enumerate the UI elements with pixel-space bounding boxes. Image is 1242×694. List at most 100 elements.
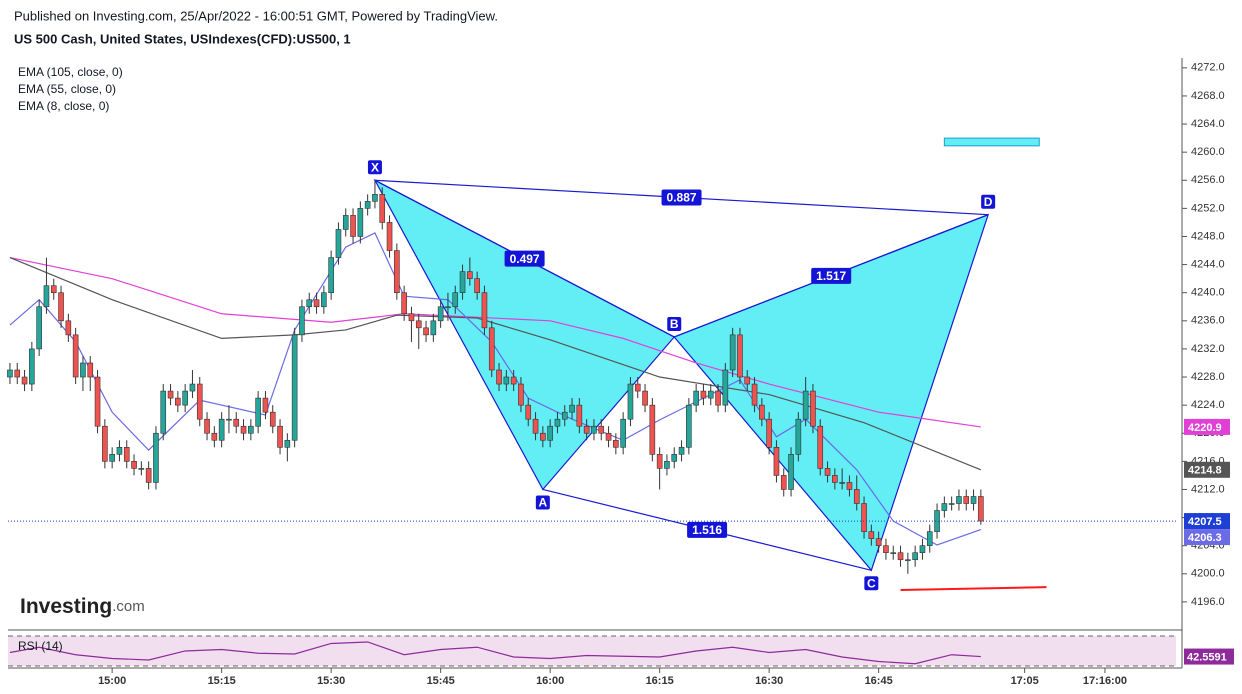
candle-body (583, 425, 590, 434)
candle-body (102, 425, 108, 462)
y-tick-label: 4244.0 (1191, 259, 1225, 271)
x-tick-label: 17:05 (1011, 675, 1039, 687)
logo-brand: Investing (20, 595, 112, 618)
candle-body (941, 503, 948, 511)
price-badge (1184, 513, 1230, 530)
candle-body (65, 320, 72, 336)
y-tick-label: 4212.0 (1191, 483, 1225, 495)
candle-body (145, 468, 152, 483)
candle-body (182, 390, 188, 406)
legend-entry: EMA (105, close, 0) (18, 65, 123, 79)
candle-body (72, 334, 79, 378)
y-tick-label: 4268.0 (1191, 90, 1225, 102)
candle-body (160, 390, 167, 434)
candle-body (795, 418, 802, 455)
price-badge (1184, 529, 1230, 546)
candle-body (328, 257, 334, 294)
price-badge-label: 4207.5 (1188, 516, 1222, 528)
candle-body (269, 411, 276, 427)
candle-body (890, 552, 897, 555)
y-tick-label: 4260.0 (1191, 146, 1225, 158)
candle-body (80, 362, 86, 378)
candle-body (379, 194, 386, 223)
candle-body (868, 531, 875, 539)
rsi-band (8, 635, 1176, 666)
candle-body (759, 404, 765, 420)
pattern-point-box (535, 495, 550, 510)
logo-suffix: .com (112, 598, 145, 615)
candle-body (832, 475, 838, 483)
candle-body (510, 376, 517, 385)
candle-body (467, 271, 473, 279)
symbol-title: US 500 Cash, United States, USIndexes(CF… (14, 31, 351, 46)
candle-body (605, 432, 612, 441)
rsi-line (9, 641, 981, 665)
candle-body (138, 468, 145, 470)
candle-body (817, 425, 824, 469)
ratio-box (811, 267, 852, 284)
candle-body (883, 545, 889, 554)
candle-body (737, 334, 743, 378)
candle-body (306, 299, 313, 308)
candle-body (547, 425, 553, 441)
candle-body (488, 327, 495, 371)
y-tick-label: 4252.0 (1191, 202, 1225, 214)
candle-body (401, 292, 407, 315)
candle-body (715, 390, 721, 406)
candle-body (364, 201, 371, 209)
price-badge-label: 4214.8 (1188, 465, 1222, 477)
candle-body (707, 390, 714, 399)
candle-body (313, 299, 320, 308)
candle-body (540, 432, 546, 441)
ratio-box (687, 521, 728, 538)
candle-body (561, 411, 568, 420)
candle-body (58, 292, 64, 322)
candle-body (729, 334, 736, 371)
candle-body (948, 503, 955, 505)
candle-body (693, 390, 699, 406)
candle-body (7, 369, 13, 378)
price-badge-label: 4220.9 (1188, 422, 1222, 434)
candle-body (861, 503, 867, 532)
support-line (900, 586, 1047, 591)
candle-body (620, 418, 626, 448)
candle-body (226, 418, 232, 421)
candle-body (153, 432, 159, 483)
target-zone (943, 137, 1040, 147)
candle-body (175, 397, 181, 406)
ratio-label: 1.517 (816, 269, 846, 283)
candle-body (204, 418, 210, 434)
candle-body (613, 439, 619, 448)
candle-body (29, 348, 35, 385)
candle-body (656, 454, 663, 469)
candle-body (233, 418, 240, 427)
ratio-label: 0.497 (510, 252, 540, 266)
candle-body (189, 383, 196, 392)
candle-body (532, 418, 539, 434)
candle-body (766, 418, 772, 448)
candle-body (802, 390, 809, 420)
legend-entry: EMA (55, close, 0) (18, 82, 116, 96)
logo: Investing.com (20, 595, 145, 618)
candle-body (415, 320, 422, 329)
candle-body (437, 306, 444, 322)
price-badge-label: 4206.3 (1188, 532, 1222, 544)
y-tick-label: 4236.0 (1191, 315, 1225, 327)
candle-body (503, 376, 510, 385)
candle-body (408, 313, 415, 322)
x-tick-label: 15:45 (427, 675, 455, 687)
candle-body (576, 404, 583, 427)
candle-body (970, 496, 977, 504)
candle-body (525, 404, 532, 420)
rsi-legend: RSI (14) (18, 639, 63, 653)
candle-body (926, 531, 933, 546)
pattern-point-box (981, 194, 996, 209)
candle-body (459, 271, 466, 294)
y-tick-label: 4272.0 (1191, 62, 1225, 74)
candle-body (518, 383, 524, 406)
pattern-point-box (864, 576, 879, 591)
candle-body (350, 215, 356, 237)
ratio-box (504, 250, 545, 267)
candle-body (956, 496, 962, 504)
